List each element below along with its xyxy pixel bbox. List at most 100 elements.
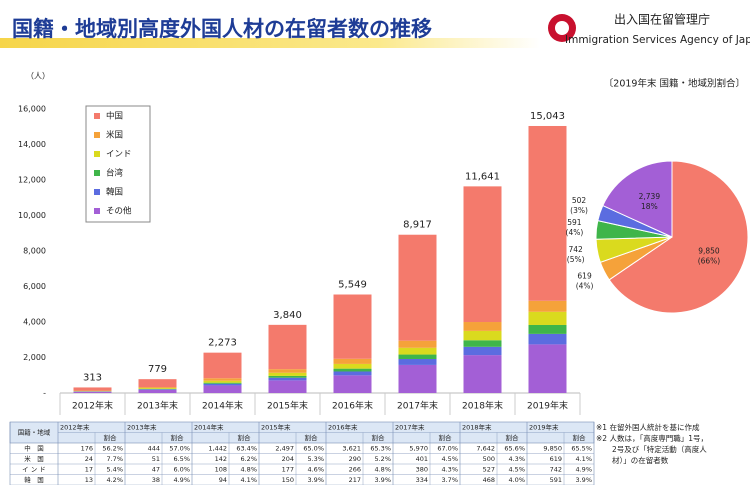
bar-segment — [203, 382, 242, 384]
note: ※2 人数は，「高度専門職」1号， — [596, 433, 708, 443]
logo-inner — [555, 21, 569, 35]
pie-percent-label: (5%) — [567, 255, 585, 264]
legend-label: 中国 — [106, 111, 123, 122]
table-cell: 177 — [282, 465, 294, 473]
table-cell: 67.0% — [437, 444, 458, 452]
table-row-label: 中 国 — [24, 443, 44, 452]
x-tick-label: 2016年末 — [332, 400, 373, 412]
table-year: 2015年末 — [261, 422, 291, 431]
y-tick-label: 8,000 — [23, 247, 46, 256]
pie-percent-label: (66%) — [698, 257, 721, 266]
bar-segment — [268, 372, 307, 376]
bar-segment — [73, 391, 112, 393]
bar-segment — [268, 375, 307, 378]
table-cell: 4.9% — [575, 465, 592, 473]
pie-percent-label: (3%) — [570, 206, 588, 215]
table-cell: 6.2% — [240, 455, 257, 463]
bar-segment — [203, 380, 242, 383]
total-label: 779 — [148, 364, 167, 375]
table-cell: 94 — [219, 476, 227, 484]
table-share-header: 割合 — [305, 433, 319, 442]
table-header-label: 国籍・地域 — [18, 428, 51, 437]
bar-segment — [138, 387, 177, 389]
bar-segment — [398, 347, 437, 355]
table-year: 2012年末 — [60, 422, 90, 431]
bar-segment — [398, 234, 437, 341]
table-share-header: 割合 — [506, 433, 520, 442]
bar-segment — [528, 324, 567, 334]
table-cell: 47 — [152, 465, 160, 473]
y-tick-label: 2,000 — [23, 353, 46, 362]
bar-segment — [333, 371, 372, 376]
pie-percent-label: 18% — [641, 202, 658, 211]
table-cell: 150 — [282, 476, 294, 484]
total-label: 15,043 — [530, 111, 565, 122]
table-cell: 3.7% — [441, 476, 458, 484]
table-cell: 63.4% — [236, 444, 257, 452]
table-share-header: 割合 — [104, 433, 118, 442]
pie-title: 〔2019年末 国籍・地域別割合〕 — [604, 78, 745, 90]
pie-value-label: 502 — [572, 196, 587, 205]
table-share-header: 割合 — [439, 433, 453, 442]
bar-segment — [333, 375, 372, 393]
legend-box — [85, 105, 151, 223]
table-cell: 7.7% — [106, 455, 123, 463]
y-tick-label: 16,000 — [18, 105, 46, 114]
bar-segment — [398, 358, 437, 365]
bar-segment — [138, 389, 177, 390]
pie-value-label: 591 — [567, 218, 582, 227]
y-unit: （人） — [26, 72, 50, 81]
bar-segment — [138, 387, 177, 388]
bar-segment — [268, 324, 307, 370]
total-label: 5,549 — [338, 280, 367, 291]
y-tick-label: 6,000 — [23, 282, 46, 291]
table-cell: 3.9% — [307, 476, 324, 484]
table-cell: 4.3% — [508, 455, 525, 463]
table-cell: 17 — [85, 465, 93, 473]
table-cell: 3,621 — [342, 444, 361, 452]
table-cell: 4.1% — [240, 476, 257, 484]
table-cell: 5.3% — [307, 455, 324, 463]
table-share-header: 割合 — [372, 433, 386, 442]
table-share-header: 割合 — [573, 433, 587, 442]
table-cell: 4.0% — [508, 476, 525, 484]
bar-segment — [528, 344, 567, 393]
bar-segment — [203, 385, 242, 393]
table-cell: 176 — [81, 444, 93, 452]
table-year: 2019年末 — [529, 422, 559, 431]
y-tick-label: - — [43, 389, 46, 398]
table-cell: 65.3% — [370, 444, 391, 452]
table-cell: 468 — [483, 476, 495, 484]
table-cell: 5.2% — [374, 455, 391, 463]
table-cell: 401 — [416, 455, 428, 463]
table-share-header: 割合 — [238, 433, 252, 442]
table-cell: 591 — [550, 476, 562, 484]
table-cell: 380 — [416, 465, 428, 473]
note: ※1 在留外国人統計を基に作成 — [596, 422, 700, 432]
table-year: 2014年末 — [194, 422, 224, 431]
bar-segment — [463, 330, 502, 341]
pie-value-label: 742 — [569, 245, 584, 254]
table-cell: 38 — [152, 476, 160, 484]
table-cell: 4.5% — [441, 455, 458, 463]
table-year: 2016年末 — [328, 422, 358, 431]
legend-swatch — [94, 208, 100, 214]
bar-segment — [268, 377, 307, 381]
table-cell: 51 — [152, 455, 160, 463]
x-tick-label: 2015年末 — [267, 400, 308, 412]
table-cell: 6.5% — [173, 455, 190, 463]
table-cell: 5.4% — [106, 465, 123, 473]
bar-segment — [333, 363, 372, 369]
agency-name: 出入国在留管理庁 — [614, 12, 710, 27]
table-cell: 4.8% — [240, 465, 257, 473]
table-cell: 4.9% — [173, 476, 190, 484]
table-cell: 5,970 — [409, 444, 428, 452]
legend-label: インド — [106, 150, 132, 160]
legend-swatch — [94, 170, 100, 176]
bar-segment — [138, 379, 177, 388]
bar-segment — [463, 186, 502, 323]
table-cell: 500 — [483, 455, 495, 463]
page-title: 国籍・地域別高度外国人材の在留者数の推移 — [12, 17, 432, 41]
note: 材）」の在留者数 — [612, 455, 669, 465]
